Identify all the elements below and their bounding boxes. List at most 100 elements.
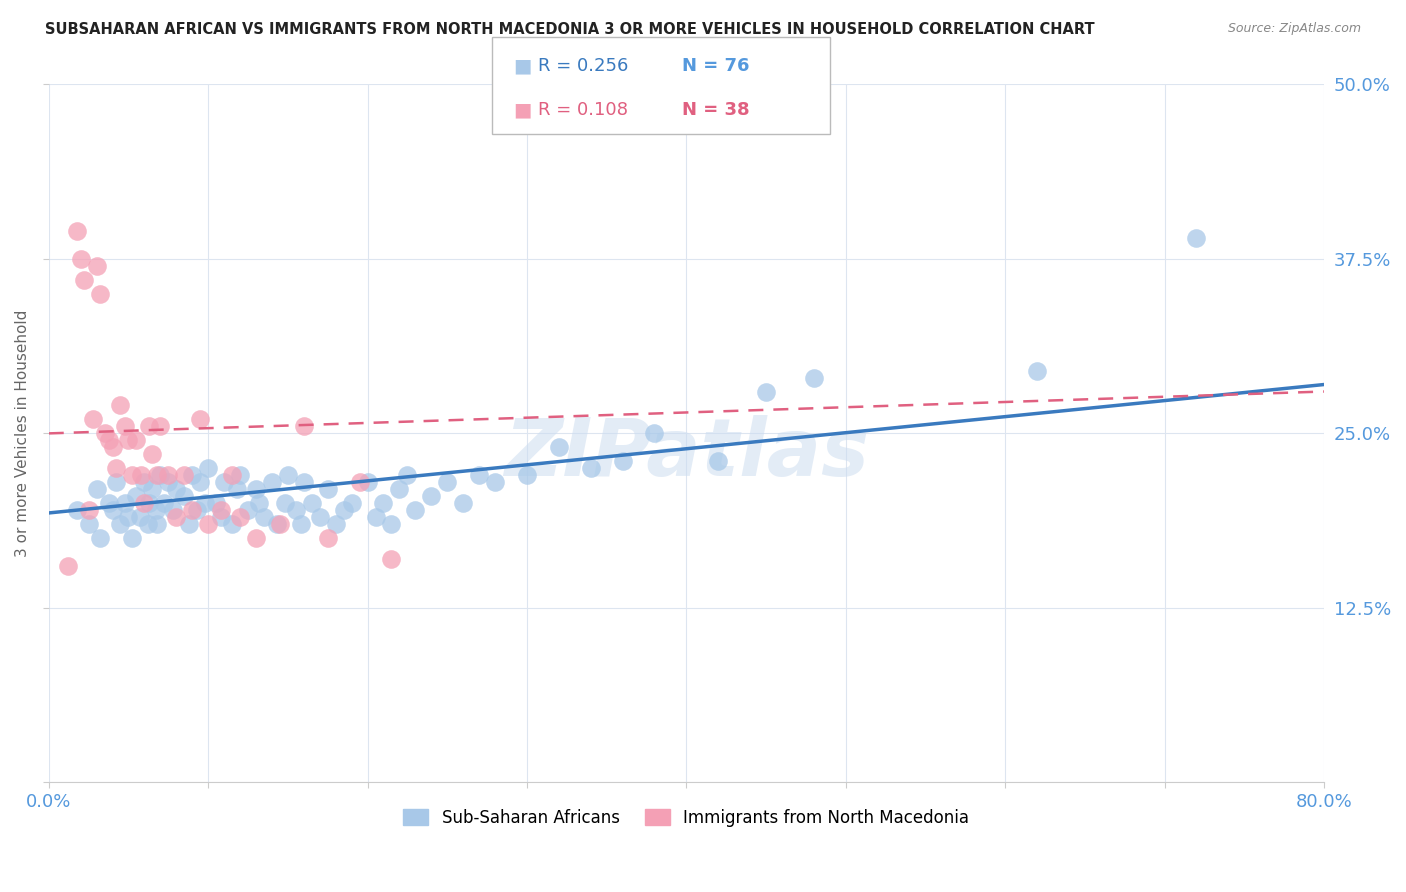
Point bbox=[396, 468, 419, 483]
Point bbox=[86, 482, 108, 496]
Point bbox=[229, 468, 252, 483]
Point bbox=[325, 517, 347, 532]
Point bbox=[181, 503, 204, 517]
Point bbox=[141, 447, 163, 461]
Point bbox=[66, 224, 89, 238]
Point bbox=[101, 441, 124, 455]
Point bbox=[165, 510, 187, 524]
Point bbox=[404, 503, 426, 517]
Point bbox=[117, 510, 139, 524]
Point bbox=[114, 419, 136, 434]
Text: Source: ZipAtlas.com: Source: ZipAtlas.com bbox=[1227, 22, 1361, 36]
Point bbox=[803, 370, 825, 384]
Text: ■: ■ bbox=[513, 101, 531, 120]
Point bbox=[66, 503, 89, 517]
Point bbox=[436, 475, 458, 490]
Point bbox=[547, 441, 569, 455]
Point bbox=[451, 496, 474, 510]
Point bbox=[292, 419, 315, 434]
Point bbox=[349, 475, 371, 490]
Point bbox=[209, 503, 232, 517]
Point bbox=[129, 468, 152, 483]
Point bbox=[77, 503, 100, 517]
Point bbox=[114, 496, 136, 510]
Point bbox=[236, 503, 259, 517]
Point bbox=[755, 384, 778, 399]
Text: R = 0.256: R = 0.256 bbox=[538, 57, 628, 76]
Point bbox=[225, 482, 247, 496]
Point bbox=[579, 461, 602, 475]
Point bbox=[77, 517, 100, 532]
Text: ZIPatlas: ZIPatlas bbox=[503, 416, 869, 493]
Point bbox=[643, 426, 665, 441]
Point bbox=[380, 517, 402, 532]
Point bbox=[420, 489, 443, 503]
Point bbox=[162, 503, 184, 517]
Point bbox=[277, 468, 299, 483]
Point bbox=[134, 475, 156, 490]
Point bbox=[177, 517, 200, 532]
Text: ■: ■ bbox=[513, 57, 531, 76]
Point bbox=[98, 434, 121, 448]
Point bbox=[245, 531, 267, 545]
Point bbox=[157, 475, 180, 490]
Point bbox=[56, 559, 79, 574]
Point bbox=[247, 496, 270, 510]
Point bbox=[145, 503, 167, 517]
Point bbox=[221, 517, 243, 532]
Point bbox=[89, 286, 111, 301]
Point bbox=[388, 482, 411, 496]
Point bbox=[138, 496, 160, 510]
Point bbox=[197, 517, 219, 532]
Point bbox=[165, 482, 187, 496]
Point bbox=[134, 496, 156, 510]
Point bbox=[194, 496, 217, 510]
Point bbox=[1185, 231, 1208, 245]
Point bbox=[141, 482, 163, 496]
Point bbox=[188, 475, 211, 490]
Point bbox=[104, 475, 127, 490]
Point bbox=[89, 531, 111, 545]
Point bbox=[269, 517, 291, 532]
Point bbox=[229, 510, 252, 524]
Point bbox=[373, 496, 395, 510]
Point bbox=[125, 489, 148, 503]
Point bbox=[292, 475, 315, 490]
Point bbox=[356, 475, 378, 490]
Point bbox=[1026, 363, 1049, 377]
Point bbox=[157, 468, 180, 483]
Point bbox=[149, 419, 172, 434]
Point bbox=[104, 461, 127, 475]
Point bbox=[188, 412, 211, 426]
Legend: Sub-Saharan Africans, Immigrants from North Macedonia: Sub-Saharan Africans, Immigrants from No… bbox=[396, 802, 976, 833]
Point bbox=[110, 517, 132, 532]
Text: N = 38: N = 38 bbox=[682, 101, 749, 120]
Point bbox=[121, 468, 143, 483]
Point bbox=[181, 468, 204, 483]
Point bbox=[186, 503, 208, 517]
Point bbox=[146, 468, 169, 483]
Point bbox=[209, 510, 232, 524]
Point bbox=[82, 412, 104, 426]
Point bbox=[316, 482, 339, 496]
Point bbox=[308, 510, 330, 524]
Point bbox=[273, 496, 295, 510]
Point bbox=[253, 510, 276, 524]
Point bbox=[138, 419, 160, 434]
Point bbox=[221, 468, 243, 483]
Point bbox=[152, 496, 174, 510]
Point bbox=[149, 468, 172, 483]
Point bbox=[516, 468, 538, 483]
Point bbox=[173, 468, 195, 483]
Point bbox=[117, 434, 139, 448]
Text: SUBSAHARAN AFRICAN VS IMMIGRANTS FROM NORTH MACEDONIA 3 OR MORE VEHICLES IN HOUS: SUBSAHARAN AFRICAN VS IMMIGRANTS FROM NO… bbox=[45, 22, 1095, 37]
Point bbox=[301, 496, 323, 510]
Point bbox=[73, 273, 96, 287]
Point bbox=[468, 468, 491, 483]
Point bbox=[245, 482, 267, 496]
Point bbox=[316, 531, 339, 545]
Point bbox=[93, 426, 115, 441]
Point bbox=[197, 461, 219, 475]
Y-axis label: 3 or more Vehicles in Household: 3 or more Vehicles in Household bbox=[15, 310, 30, 558]
Point bbox=[146, 517, 169, 532]
